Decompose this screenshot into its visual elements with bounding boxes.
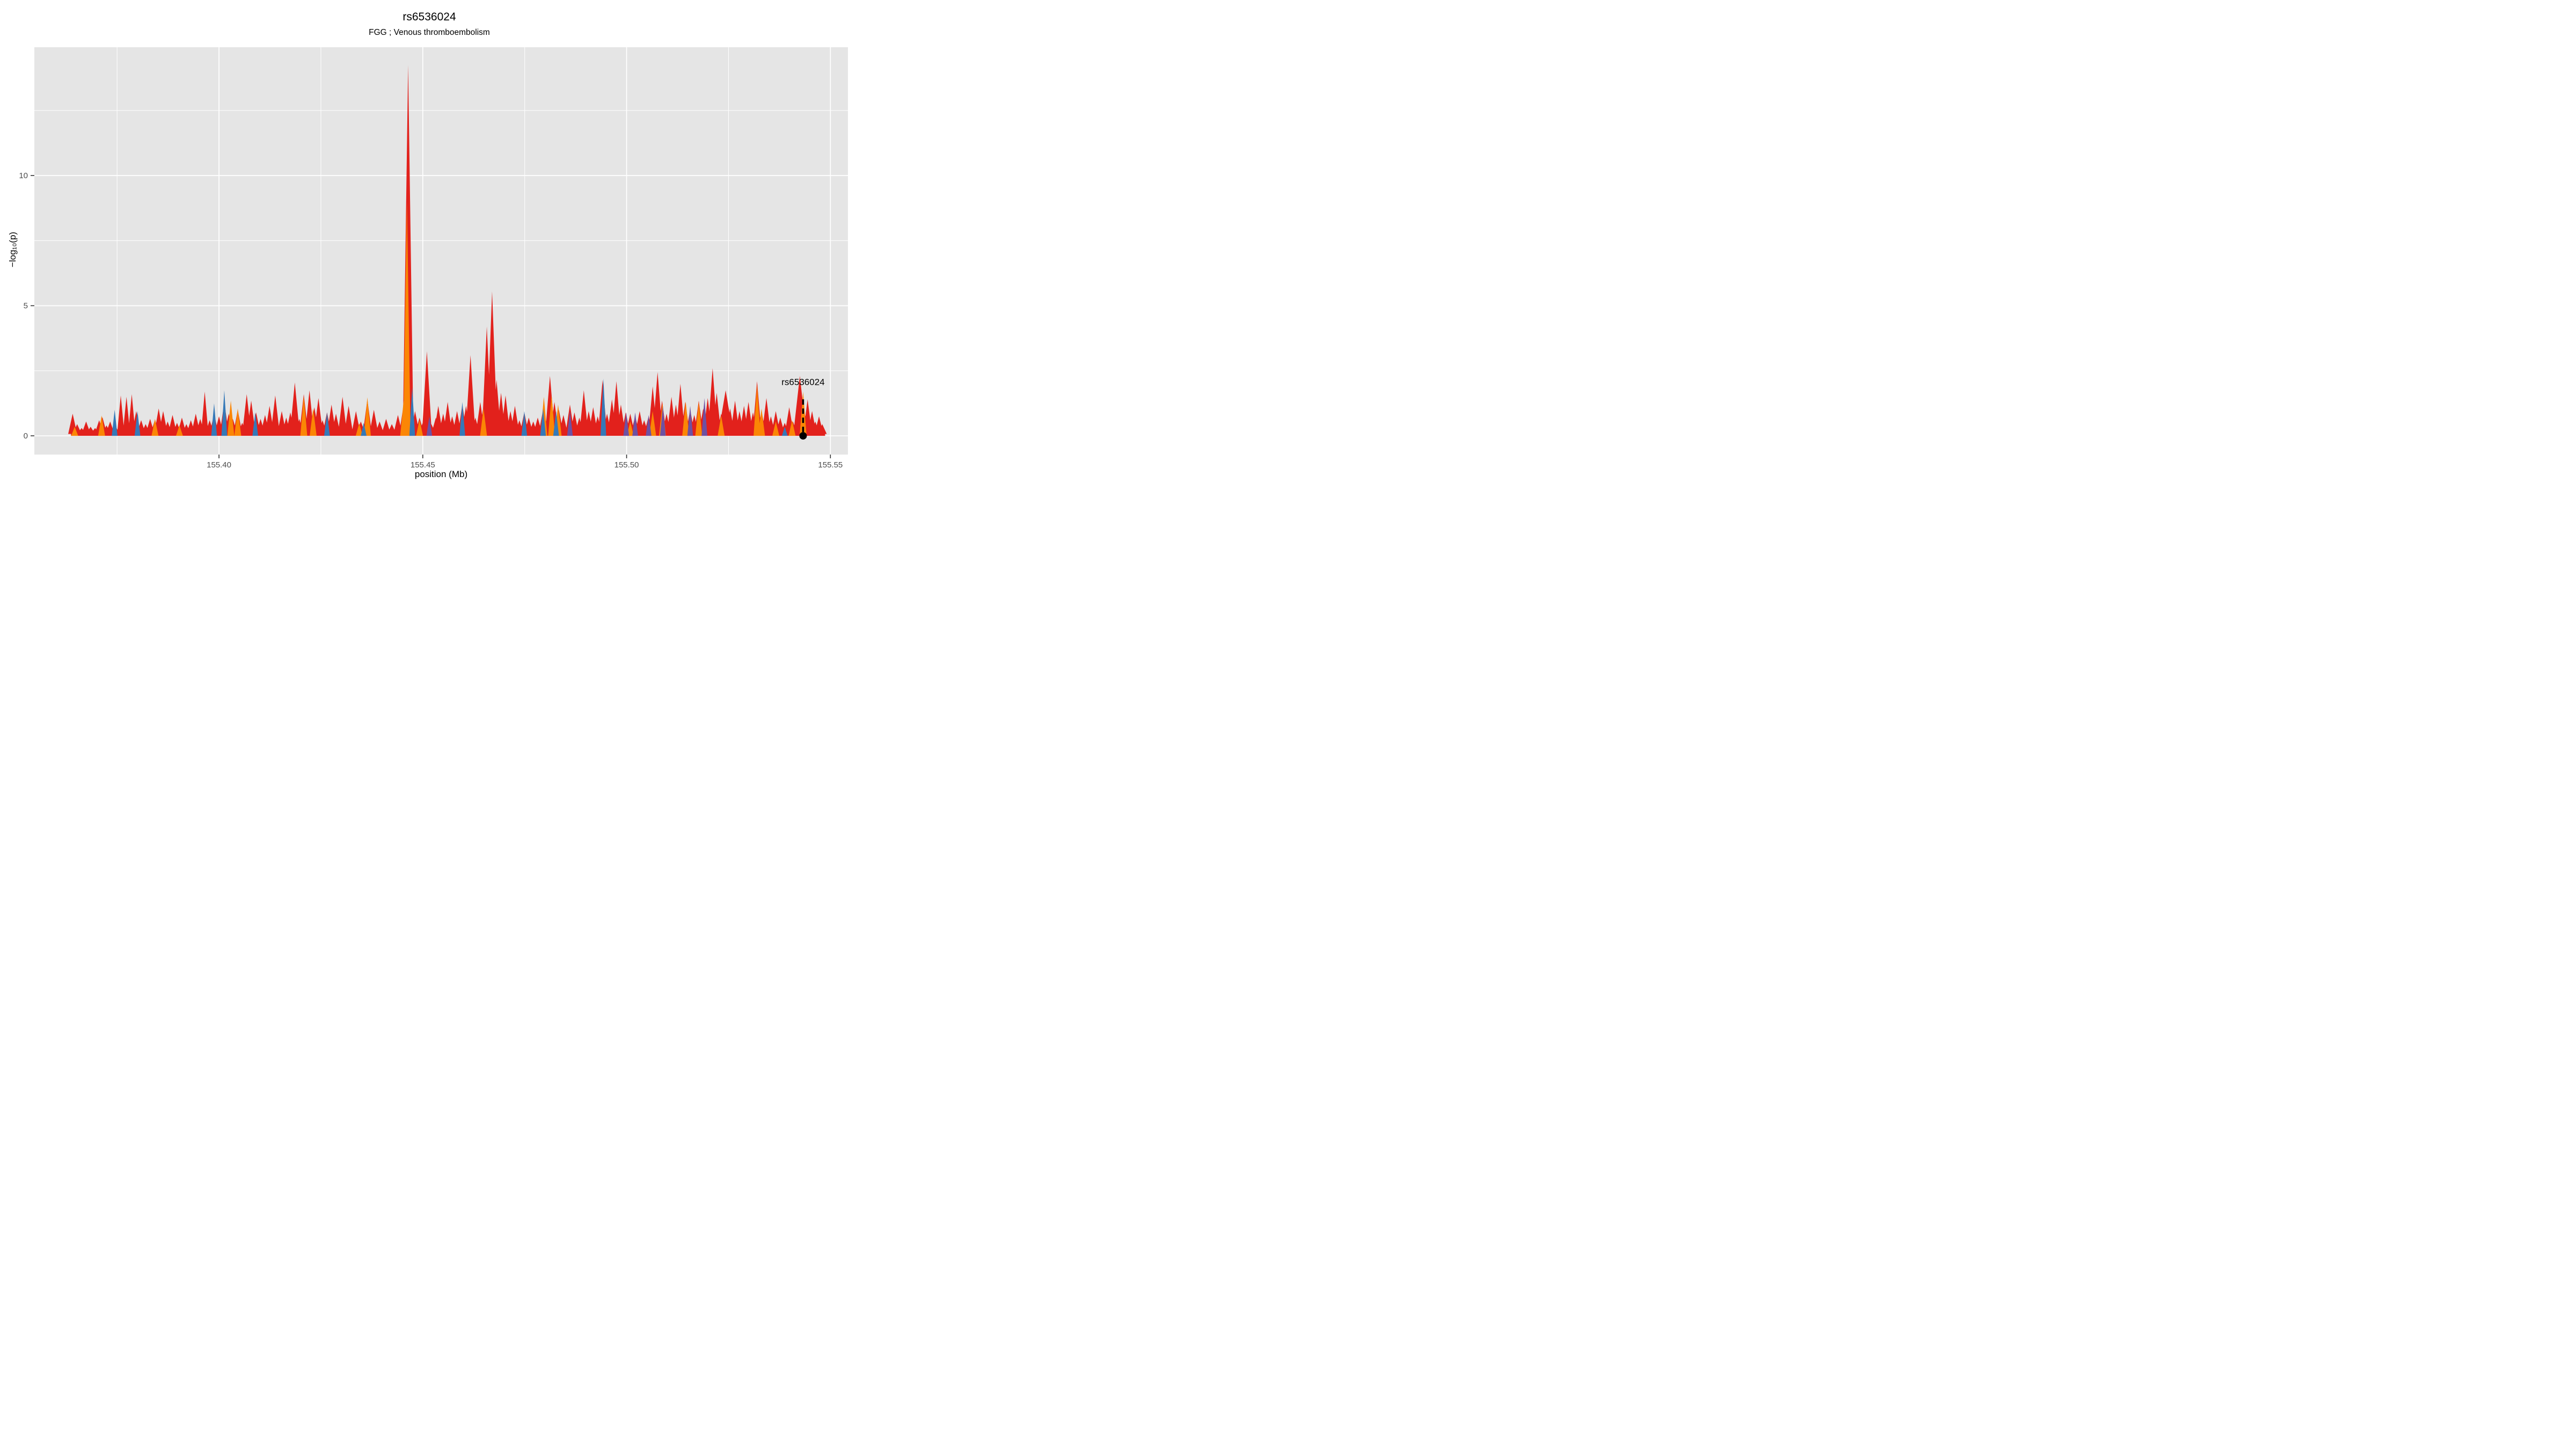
plot-title: rs6536024 [402,11,456,23]
x-axis-tick-label: 155.55 [818,460,843,470]
x-axis-tick-label: 155.45 [411,460,435,470]
x-axis-title: position (Mb) [414,469,468,479]
plot-canvas: rs6536024 155.40 155.45 155.50 155.55 0 5 10 [19,47,848,470]
locuszoom-association-plot: rs6536024 FGG ; Venous thromboembolism −… [0,0,859,483]
y-axis-tick-label: 5 [24,302,28,311]
x-axis-tick-label: 155.50 [614,460,639,470]
x-axis-tick-label: 155.40 [207,460,231,470]
y-axis-tick-label: 0 [24,431,28,441]
annotation-snp-dot [799,432,807,440]
y-axis-tick-label: 10 [19,171,28,180]
annotation-snp-label: rs6536024 [781,377,824,387]
plot-subtitle: FGG ; Venous thromboembolism [369,28,490,37]
